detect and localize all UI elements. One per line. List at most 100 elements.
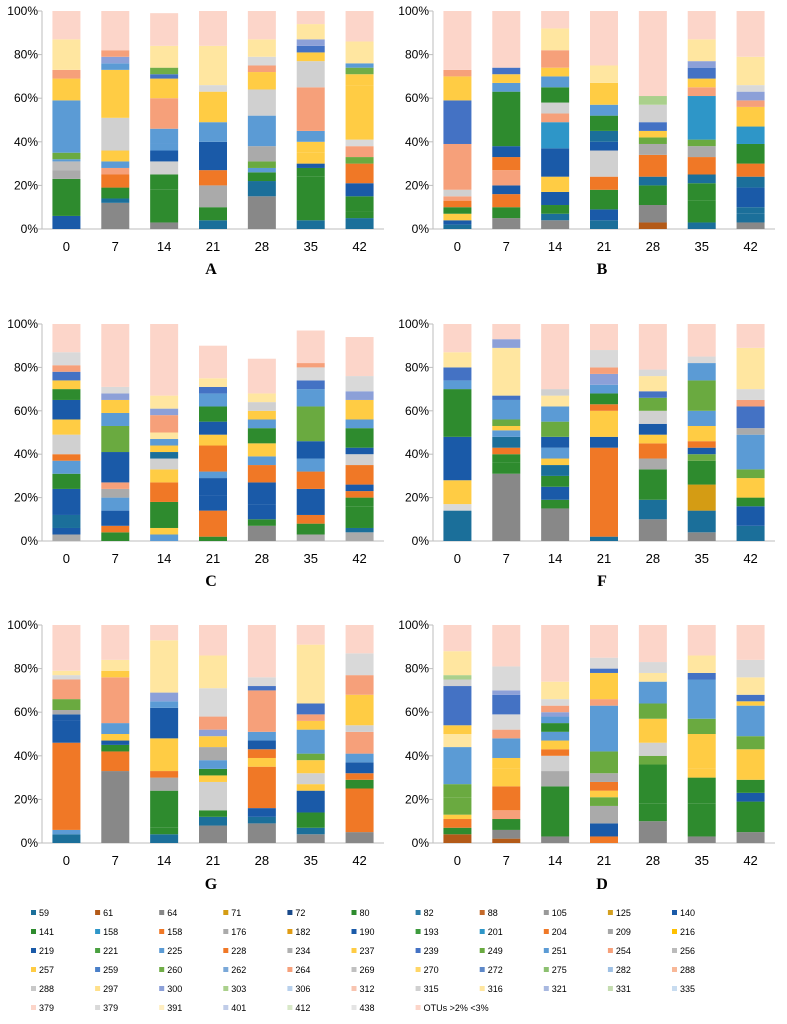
x-tick-label: 0 — [63, 853, 70, 868]
bar-segment — [638, 154, 667, 177]
legend: 59 61 64 71 72 80 82 88 105 125 140 141 158 158 176 182… — [31, 908, 695, 1013]
legend-label: 72 — [295, 908, 305, 918]
bar-segment — [150, 738, 179, 772]
legend-swatch — [159, 986, 165, 991]
bar-segment — [492, 473, 521, 541]
legend-swatch — [415, 929, 421, 934]
bar-segment — [443, 213, 472, 221]
panel-g: 0% 20% 40% 60% 80% 100% 0 7 14 21 28 35 42 G — [7, 618, 384, 893]
legend-swatch — [287, 986, 293, 991]
bar-segment — [247, 465, 276, 483]
x-tick-label: 21 — [597, 853, 611, 868]
y-tick-label: 100% — [7, 4, 38, 18]
bar-segment — [150, 222, 179, 229]
bar-segment — [541, 76, 570, 88]
bar-segment — [492, 838, 521, 843]
bar-segment — [736, 187, 765, 208]
bar-segment — [150, 452, 179, 459]
bar-segment — [687, 146, 716, 158]
bar-segment — [443, 651, 472, 676]
y-tick-label: 60% — [405, 91, 429, 105]
x-tick-label: 7 — [112, 239, 119, 254]
x-tick-label: 35 — [303, 551, 317, 566]
bar-segment — [590, 189, 618, 210]
legend-item: 204 — [543, 927, 567, 937]
bar-segment — [443, 797, 472, 815]
bar-segment — [638, 130, 667, 138]
legend-swatch — [479, 929, 485, 934]
bar-segment — [199, 768, 227, 776]
bar-segment — [590, 209, 618, 221]
bar-segment — [345, 146, 374, 158]
bar-segment — [443, 480, 472, 505]
bar-segment — [443, 352, 472, 368]
bar-segment — [541, 755, 570, 772]
bar-segment — [247, 482, 276, 505]
bar-segment — [492, 395, 521, 400]
legend-swatch — [543, 929, 549, 934]
legend-swatch — [95, 1005, 101, 1010]
bar-segment — [52, 371, 81, 381]
bar-segment — [541, 740, 570, 750]
bar-segment — [736, 525, 765, 541]
bar-segment — [150, 625, 179, 641]
legend-label: 71 — [231, 908, 241, 918]
bar-segment — [101, 625, 130, 660]
bar-segment — [687, 679, 716, 719]
bar-segment — [150, 150, 179, 162]
bar-segment — [247, 167, 276, 173]
bar-segment — [101, 50, 130, 57]
legend-label: 379 — [39, 1003, 54, 1013]
bar-segment — [296, 45, 325, 53]
bar-segment — [638, 662, 667, 673]
bar-segment — [590, 324, 618, 351]
bar-segment — [638, 185, 667, 206]
bar-segment — [150, 174, 179, 190]
bar-segment — [345, 11, 374, 42]
legend-swatch — [287, 910, 293, 915]
legend-item: 264 — [287, 965, 310, 975]
legend-item: 61 — [95, 908, 113, 918]
bar-segment — [638, 391, 667, 398]
bar-segment — [492, 185, 521, 195]
bar-segment — [296, 790, 325, 813]
bar-segment — [101, 412, 130, 426]
bar-segment — [541, 475, 570, 487]
bar-segment — [101, 771, 130, 843]
bar-segment — [52, 159, 81, 162]
x-tick-label: 0 — [63, 239, 70, 254]
legend-swatch — [31, 929, 36, 934]
bar-segment — [150, 534, 179, 541]
legend-swatch — [607, 929, 613, 934]
bar-segment — [296, 703, 325, 715]
bar-segment — [296, 458, 325, 472]
bar-segment — [101, 751, 130, 772]
bar-segment — [247, 56, 276, 66]
legend-swatch — [415, 967, 421, 972]
bar-segment — [590, 536, 618, 541]
legend-swatch — [223, 967, 229, 972]
bar-segment — [345, 391, 374, 400]
bar-segment — [296, 39, 325, 46]
bar-segment — [541, 191, 570, 206]
legend-label: 288 — [39, 984, 54, 994]
bar-segment — [590, 104, 618, 116]
bar-segment — [52, 78, 81, 101]
bar-segment — [296, 471, 325, 489]
bar-segment — [541, 716, 570, 724]
legend-label: 391 — [167, 1003, 182, 1013]
bar-segment — [150, 13, 179, 46]
bar-segment — [101, 425, 130, 453]
x-tick-label: 42 — [352, 853, 366, 868]
bar-segment — [687, 11, 716, 40]
legend-label: 239 — [424, 946, 439, 956]
bar-segment — [247, 172, 276, 182]
bar-segment — [687, 532, 716, 541]
bar-segment — [199, 406, 227, 422]
legend-item: 216 — [672, 927, 695, 937]
x-tick-label: 14 — [548, 551, 562, 566]
bar-segment — [52, 720, 81, 743]
bar-segment — [590, 82, 618, 105]
bar-segment — [687, 454, 716, 461]
x-tick-label: 35 — [694, 239, 708, 254]
